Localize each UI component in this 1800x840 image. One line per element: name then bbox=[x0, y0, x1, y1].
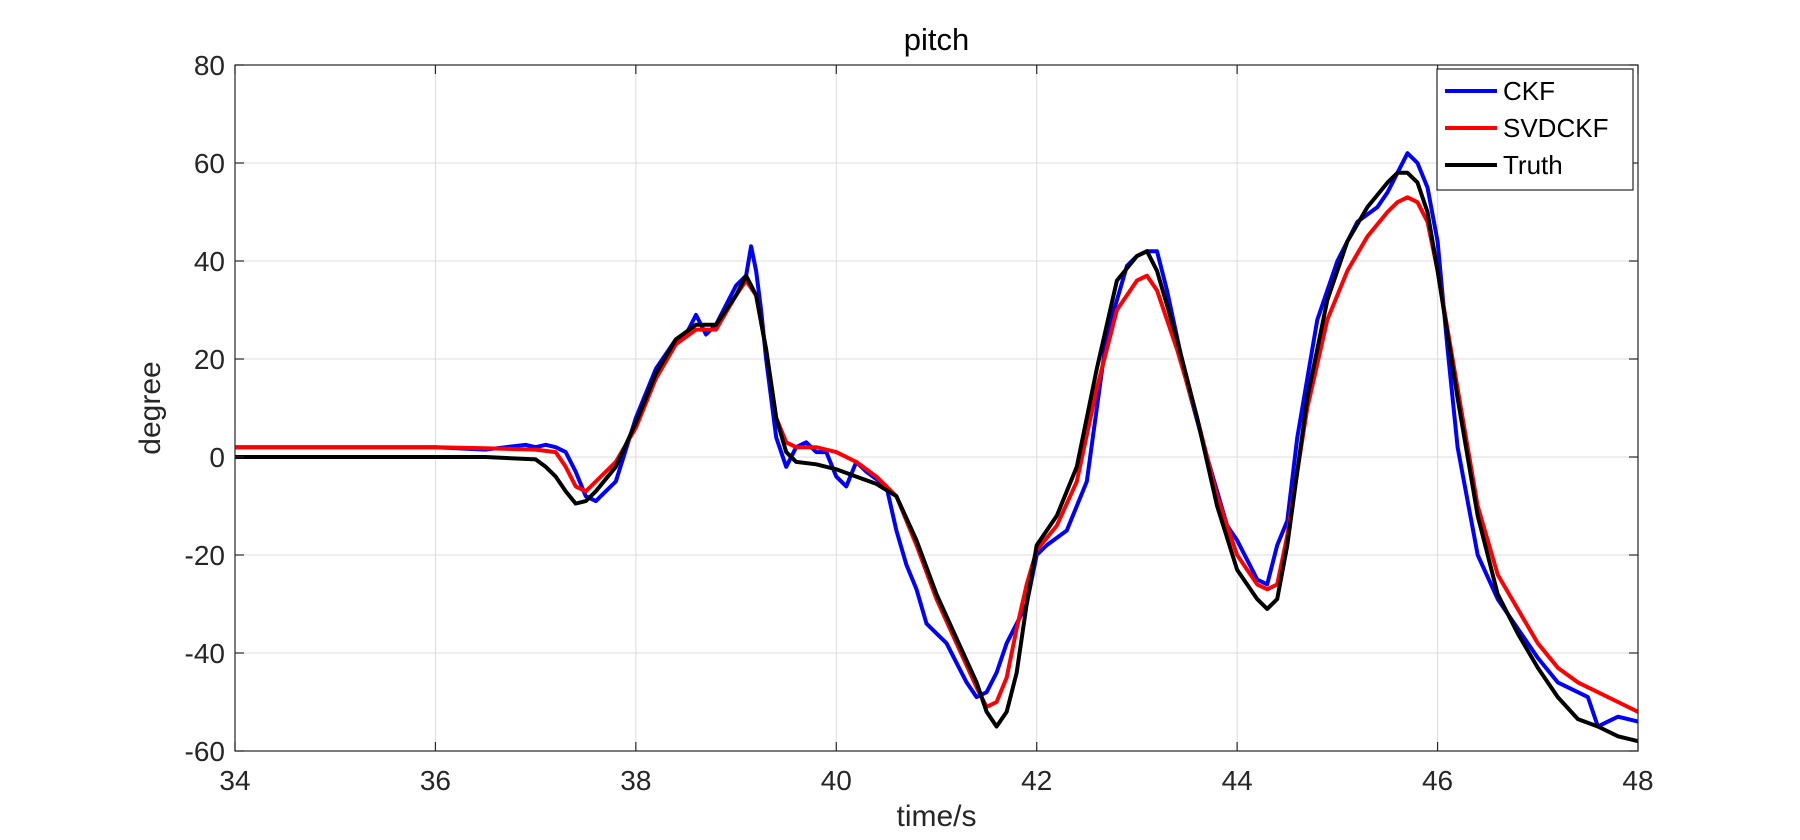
y-tick-label: 20 bbox=[194, 344, 225, 375]
legend-label-svdckf: SVDCKF bbox=[1503, 113, 1608, 143]
y-tick-label: -60 bbox=[185, 736, 225, 767]
x-tick-label: 36 bbox=[420, 765, 451, 796]
legend-label-ckf: CKF bbox=[1503, 76, 1555, 106]
chart-title: pitch bbox=[904, 22, 969, 57]
y-tick-label: 0 bbox=[209, 442, 225, 473]
x-axis-label: time/s bbox=[896, 800, 976, 833]
x-tick-label: 44 bbox=[1222, 765, 1253, 796]
y-tick-label: -40 bbox=[185, 638, 225, 669]
axis-ticks bbox=[234, 64, 1639, 752]
x-tick-label: 40 bbox=[821, 765, 852, 796]
y-tick-label: 60 bbox=[194, 148, 225, 179]
x-tick-label: 46 bbox=[1422, 765, 1453, 796]
y-axis-label: degree bbox=[134, 361, 167, 454]
plot-area-frame bbox=[234, 64, 1639, 752]
legend-label-truth: Truth bbox=[1503, 150, 1563, 180]
x-tick-label: 38 bbox=[620, 765, 651, 796]
series-layer bbox=[235, 151, 1638, 744]
legend: CKF SVDCKF Truth bbox=[1436, 68, 1634, 191]
y-tick-label: 80 bbox=[194, 50, 225, 81]
x-tick-label: 42 bbox=[1021, 765, 1052, 796]
truth-series-line bbox=[235, 170, 1638, 744]
ckf-series-line bbox=[235, 151, 1638, 729]
y-tick-label: -20 bbox=[185, 540, 225, 571]
x-tick-label: 48 bbox=[1622, 765, 1653, 796]
legend-entries: CKF SVDCKF Truth bbox=[1445, 76, 1608, 180]
y-tick-label: 40 bbox=[194, 246, 225, 277]
grid bbox=[235, 65, 1638, 751]
x-tick-label: 34 bbox=[219, 765, 250, 796]
